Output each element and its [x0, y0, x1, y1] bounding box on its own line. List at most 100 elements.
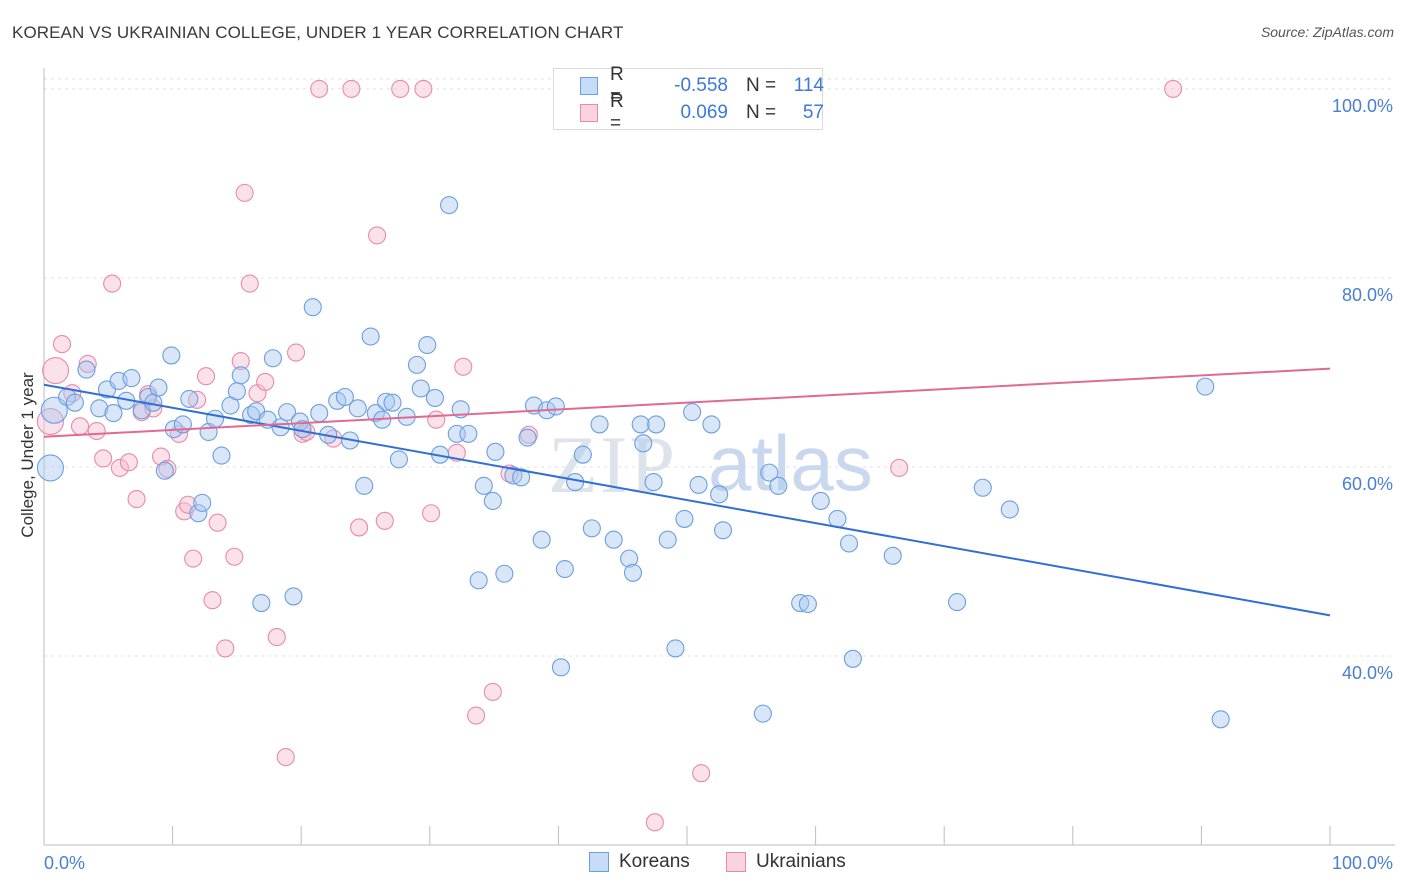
koreans-point-103 — [843, 649, 862, 668]
legend-item-ukrainians[interactable]: Ukrainians — [726, 851, 846, 873]
ukrainians-point-27 — [231, 352, 250, 371]
koreans-point-54 — [411, 379, 430, 398]
koreans-point-23 — [205, 409, 225, 428]
koreans-point-89 — [675, 509, 694, 528]
koreans-point-68 — [512, 468, 531, 487]
r-label: R = — [610, 64, 624, 107]
koreans-point-88 — [666, 639, 685, 658]
koreans-legend-swatch — [589, 852, 609, 872]
koreans-point-79 — [590, 415, 609, 434]
koreans-trend-line — [43, 383, 1331, 617]
ukrainians-point-53 — [692, 764, 711, 783]
koreans-point-87 — [658, 530, 677, 549]
y-tick-labels: 40.0% 60.0% 80.0% 100.0% — [1332, 96, 1393, 683]
koreans-point-104 — [883, 546, 902, 565]
series-koreans — [36, 196, 1230, 729]
ukrainians-point-11 — [127, 490, 146, 509]
gridlines — [44, 78, 1395, 657]
koreans-point-55 — [418, 335, 437, 355]
koreans-point-7 — [104, 404, 123, 423]
koreans-legend-label: Koreans — [619, 851, 690, 872]
koreans-swatch — [580, 77, 598, 95]
koreans-point-107 — [1000, 500, 1019, 519]
ukrainians-point-39 — [350, 518, 369, 537]
koreans-point-108 — [1196, 377, 1215, 396]
koreans-point-82 — [623, 563, 643, 582]
ukrainians-point-26 — [225, 547, 244, 566]
koreans-point-84 — [634, 434, 653, 453]
koreans-point-74 — [551, 658, 571, 677]
n-value-koreans: 114 — [793, 75, 824, 96]
koreans-point-15 — [155, 461, 174, 480]
legend-row-koreans: R = -0.558 N = 114 — [554, 64, 824, 107]
koreans-point-51 — [389, 450, 408, 469]
koreans-point-34 — [278, 403, 297, 422]
ukrainians-point-34 — [287, 343, 306, 362]
r-value-koreans: -0.558 — [674, 75, 728, 96]
koreans-point-4 — [77, 360, 96, 379]
ukrainians-point-8 — [103, 274, 122, 293]
ukrainians-point-1 — [42, 356, 70, 385]
koreans-point-102 — [839, 534, 859, 553]
x-tick-label-max: 100.0% — [1332, 853, 1393, 873]
ukrainians-legend-swatch — [726, 852, 746, 872]
koreans-point-100 — [811, 491, 830, 511]
koreans-point-96 — [760, 463, 779, 482]
koreans-point-35 — [284, 587, 303, 606]
ukrainians-point-7 — [94, 449, 113, 468]
ukrainians-point-47 — [454, 357, 473, 376]
y-tick-label-100: 100.0% — [1332, 96, 1393, 116]
trend-lines — [43, 367, 1331, 617]
koreans-point-95 — [753, 704, 772, 723]
koreans-point-5 — [90, 399, 109, 418]
koreans-point-46 — [361, 327, 380, 346]
koreans-point-61 — [459, 424, 478, 443]
ukrainians-point-32 — [267, 628, 286, 647]
y-tick-label-80: 80.0% — [1342, 285, 1393, 305]
koreans-point-21 — [193, 493, 212, 512]
koreans-point-83 — [631, 415, 650, 434]
ukrainians-point-42 — [391, 79, 410, 98]
koreans-point-49 — [377, 392, 396, 411]
koreans-point-10 — [122, 369, 141, 388]
n-value-ukrainians: 57 — [802, 102, 824, 123]
koreans-point-66 — [495, 564, 514, 583]
koreans-point-1 — [40, 396, 68, 424]
ukrainians-point-48 — [467, 706, 486, 725]
koreans-point-94 — [713, 521, 733, 540]
koreans-point-42 — [335, 387, 354, 407]
koreans-point-27 — [231, 366, 250, 385]
ukrainians-point-9 — [110, 458, 129, 477]
koreans-point-92 — [702, 415, 721, 434]
koreans-point-38 — [303, 298, 322, 317]
koreans-point-80 — [604, 530, 623, 549]
stats-legend: R = -0.558 N = 114 R = 0.069 N = 57 — [553, 64, 824, 134]
koreans-point-69 — [518, 428, 537, 447]
koreans-point-56 — [425, 388, 444, 408]
koreans-point-24 — [212, 446, 231, 465]
koreans-point-0 — [36, 454, 64, 482]
ukrainians-point-43 — [414, 79, 433, 98]
ukrainians-point-38 — [342, 79, 361, 98]
koreans-point-16 — [162, 346, 181, 365]
source-credit: Source: ZipAtlas.com — [1260, 24, 1394, 40]
ukrainians-point-16 — [158, 459, 177, 478]
legend-item-koreans[interactable]: Koreans — [589, 851, 690, 873]
koreans-point-19 — [180, 389, 199, 408]
koreans-point-78 — [582, 519, 601, 538]
koreans-point-58 — [440, 196, 459, 215]
ukrainians-point-5 — [78, 354, 97, 373]
ukrainians-swatch — [580, 104, 598, 122]
koreans-point-64 — [483, 491, 502, 511]
ukrainians-point-2 — [52, 335, 72, 354]
ukrainians-legend-label: Ukrainians — [756, 851, 846, 872]
ukrainians-point-40 — [368, 226, 387, 245]
koreans-point-93 — [710, 485, 729, 504]
y-axis-label: College, Under 1 year — [18, 372, 37, 538]
koreans-point-44 — [348, 399, 367, 418]
ukrainians-point-52 — [645, 813, 664, 832]
r-label: R = — [610, 91, 624, 134]
koreans-point-77 — [573, 445, 592, 464]
koreans-point-97 — [769, 476, 788, 495]
